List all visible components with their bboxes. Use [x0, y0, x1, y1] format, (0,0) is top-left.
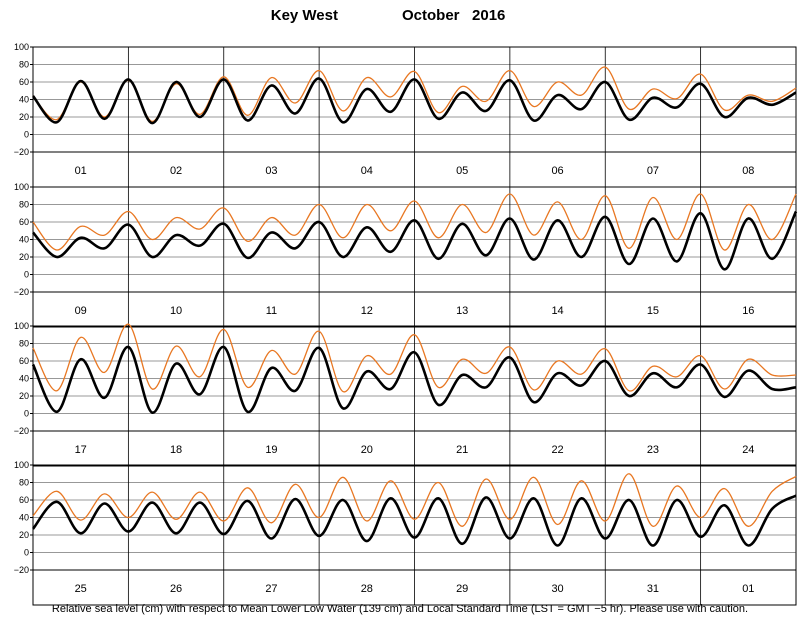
day-label: 01 — [75, 165, 87, 177]
day-label: 01 — [742, 583, 754, 595]
panel-1: −20 0 20 40 60 80 100 01 02 03 04 05 06 07 08 — [14, 42, 797, 188]
day-label: 25 — [75, 583, 87, 595]
y-tick-label: 40 — [19, 513, 29, 523]
day-label: 19 — [265, 444, 277, 456]
y-tick-label: 0 — [24, 130, 29, 140]
y-tick-label: −20 — [14, 426, 29, 436]
day-label: 06 — [551, 165, 563, 177]
day-label: 03 — [265, 165, 277, 177]
y-tick-label: 100 — [14, 42, 29, 52]
y-tick-label: −20 — [14, 565, 29, 575]
day-label: 20 — [361, 444, 373, 456]
y-tick-label: 100 — [14, 182, 29, 192]
y-tick-label: 0 — [24, 548, 29, 558]
y-tick-label: −20 — [14, 287, 29, 297]
panel-2: −20 0 20 40 60 80 100 09 10 11 12 13 14 15 16 — [14, 182, 798, 328]
panel-3: −20 0 20 40 60 80 100 17 18 19 20 21 22 23 24 — [14, 321, 797, 467]
y-tick-label: 20 — [19, 112, 29, 122]
day-label: 11 — [266, 305, 277, 317]
day-label: 07 — [647, 165, 659, 177]
day-label: 27 — [265, 583, 277, 595]
day-label: 22 — [551, 444, 563, 456]
y-tick-label: 0 — [24, 409, 29, 419]
y-tick-label: 20 — [19, 391, 29, 401]
y-tick-label: 40 — [19, 374, 29, 384]
day-label: 05 — [456, 165, 468, 177]
day-label: 10 — [170, 305, 182, 317]
observed-series-line — [32, 193, 797, 251]
y-tick-label: −20 — [14, 147, 29, 157]
day-label: 15 — [647, 305, 659, 317]
chart-title-date: October 2016 — [402, 7, 505, 24]
y-tick-label: 60 — [19, 217, 29, 227]
predicted-series-line — [31, 345, 797, 414]
day-label: 23 — [647, 444, 659, 456]
day-label: 04 — [361, 165, 373, 177]
y-tick-label: 40 — [19, 95, 29, 105]
day-label: 21 — [456, 444, 468, 456]
day-label: 26 — [170, 583, 182, 595]
day-label: 30 — [551, 583, 563, 595]
y-tick-label: 0 — [24, 270, 29, 280]
y-tick-label: 60 — [19, 77, 29, 87]
y-tick-label: 40 — [19, 235, 29, 245]
y-tick-label: 80 — [19, 60, 29, 70]
y-tick-label: 60 — [19, 495, 29, 505]
predicted-series-line — [31, 77, 797, 125]
day-label: 14 — [551, 305, 563, 317]
day-label: 28 — [361, 583, 373, 595]
y-tick-label: 80 — [19, 200, 29, 210]
panel-4: −20 0 20 40 60 80 100 25 26 27 28 29 30 31 01 — [14, 460, 797, 606]
day-label: 13 — [456, 305, 468, 317]
chart-title-station: Key West — [271, 7, 338, 24]
chart-caption: Relative sea level (cm) with respect to … — [52, 603, 748, 615]
y-tick-label: 80 — [19, 478, 29, 488]
day-label: 12 — [361, 305, 373, 317]
observed-series-line — [32, 473, 797, 527]
day-label: 31 — [647, 583, 659, 595]
day-label: 08 — [742, 165, 754, 177]
y-tick-label: 80 — [19, 339, 29, 349]
y-tick-label: 20 — [19, 530, 29, 540]
day-label: 09 — [75, 305, 87, 317]
day-label: 17 — [75, 444, 87, 456]
day-label: 16 — [742, 305, 754, 317]
day-label: 18 — [170, 444, 182, 456]
day-label: 29 — [456, 583, 468, 595]
y-tick-label: 60 — [19, 356, 29, 366]
y-tick-label: 100 — [14, 321, 29, 331]
y-tick-label: 100 — [14, 460, 29, 470]
y-tick-label: 20 — [19, 252, 29, 262]
observed-series-line — [32, 323, 797, 393]
day-label: 24 — [742, 444, 754, 456]
predicted-series-line — [31, 494, 797, 547]
day-label: 02 — [170, 165, 182, 177]
predicted-series-line — [32, 210, 798, 271]
